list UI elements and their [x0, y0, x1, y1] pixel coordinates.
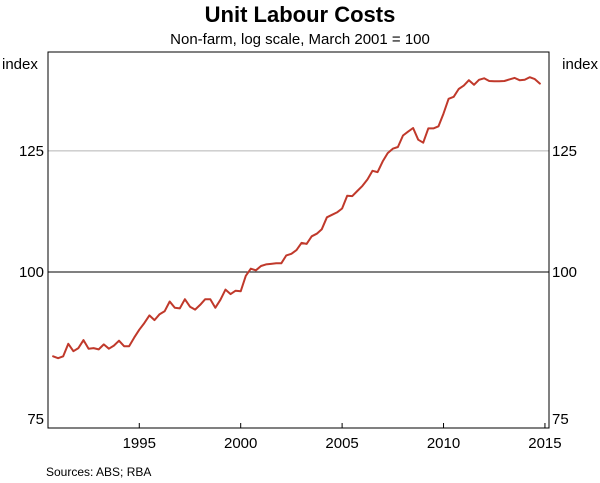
y-tick-label-left: 100: [19, 264, 44, 281]
x-tick-label: 2015: [528, 435, 561, 452]
x-ticks: 1995 2000 2005 2010 2015: [123, 423, 562, 452]
y-unit-left: index: [2, 56, 38, 73]
x-tick-label: 2000: [224, 435, 257, 452]
y-ticks-left: 75 100 125: [19, 143, 44, 428]
chart-subtitle: Non-farm, log scale, March 2001 = 100: [170, 31, 430, 48]
y-tick-label-left: 125: [19, 143, 44, 160]
y-tick-label-right: 100: [552, 264, 577, 281]
y-tick-label-right: 75: [552, 411, 569, 428]
y-ticks-right: 75 100 125: [552, 143, 577, 428]
series-layer: [52, 76, 541, 360]
x-tick-label: 2010: [427, 435, 460, 452]
x-tick-label: 1995: [123, 435, 156, 452]
plot-frame: [47, 51, 550, 429]
chart-title: Unit Labour Costs: [205, 2, 396, 27]
y-unit-right: index: [562, 56, 598, 73]
series-line-0: [52, 76, 541, 360]
source-note: Sources: ABS; RBA: [46, 465, 151, 479]
x-tick-label: 2005: [325, 435, 358, 452]
y-tick-label-left: 75: [27, 411, 44, 428]
gridlines: [48, 150, 549, 273]
y-tick-label-right: 125: [552, 143, 577, 160]
